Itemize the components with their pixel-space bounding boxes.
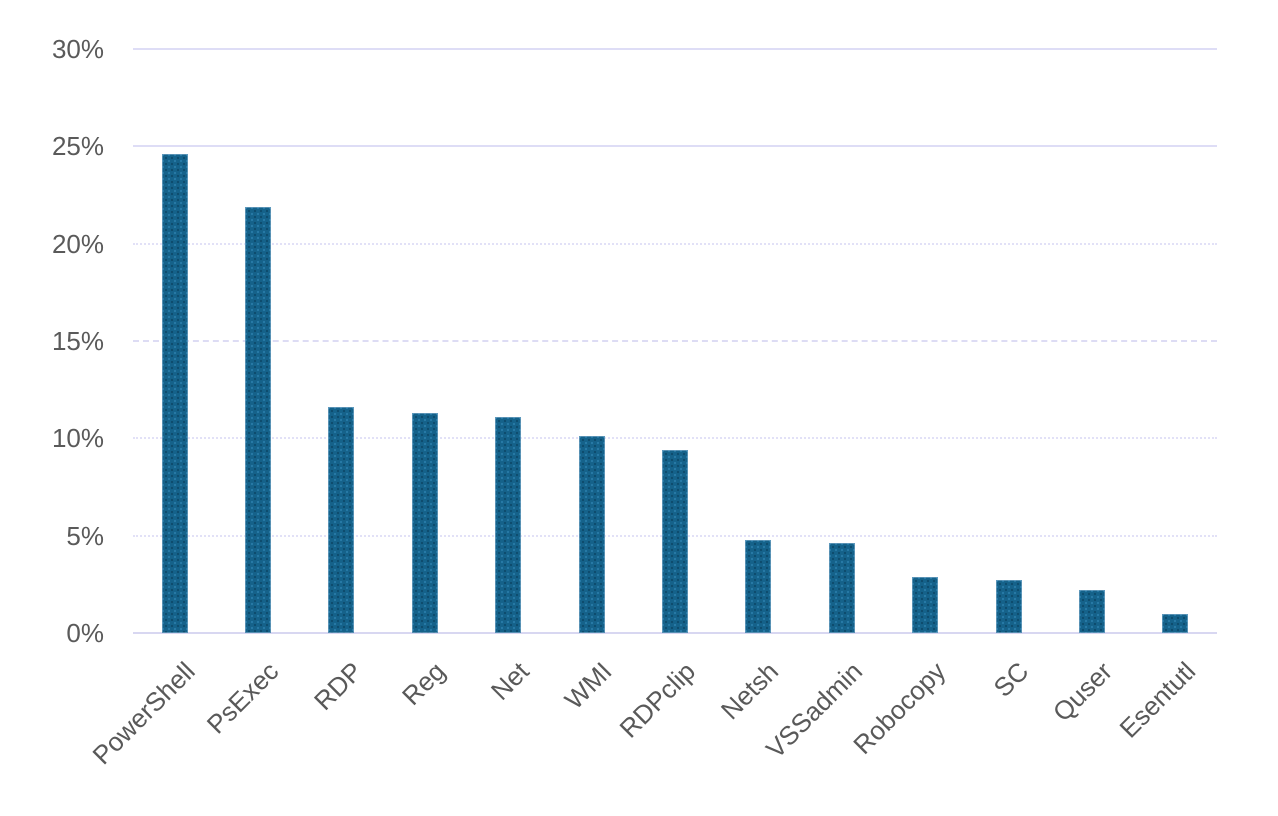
bar-reg — [411, 413, 438, 633]
bar-vssadmin — [828, 543, 855, 633]
bar-rdp — [328, 407, 355, 633]
gridline-20pct — [133, 242, 1217, 245]
gridline-10pct — [133, 437, 1217, 440]
y-axis-label-10pct: 10% — [51, 423, 104, 454]
bar-wmi — [578, 436, 605, 633]
y-axis-label-25pct: 25% — [51, 131, 104, 162]
bar-powershell — [161, 154, 188, 633]
bar-rdpclip — [662, 450, 688, 633]
x-axis-label-powershell: PowerShell — [86, 656, 201, 771]
y-axis-label-15pct: 15% — [51, 326, 104, 356]
bar-netsh — [745, 539, 772, 633]
x-axis-label-wmi: WMI — [558, 656, 618, 715]
gridline-15pct — [133, 340, 1217, 342]
gridline-25pct — [133, 145, 1217, 148]
y-axis-label-20pct: 20% — [51, 228, 104, 259]
x-axis-line — [133, 632, 1217, 634]
y-axis-label-0pct: 0% — [66, 618, 104, 648]
bar-esentutl — [1162, 613, 1189, 633]
bar-sc — [995, 580, 1022, 633]
gridline-30pct — [133, 48, 1217, 50]
x-axis-label-rdp: RDP — [307, 656, 368, 717]
x-axis-label-esentutl: Esentutl — [1113, 656, 1202, 744]
bar-psexec — [245, 206, 272, 633]
x-axis-label-rdpclip: RDPclip — [613, 656, 702, 744]
x-axis-label-psexec: PsExec — [200, 656, 285, 740]
bar-quser — [1078, 590, 1105, 633]
x-axis-label-netsh: Netsh — [715, 656, 785, 726]
x-axis-label-quser: Quser — [1046, 656, 1119, 728]
x-axis-label-reg: Reg — [396, 656, 452, 711]
y-axis-label-30pct: 30% — [51, 34, 104, 64]
x-axis-label-sc: SC — [988, 656, 1035, 703]
bar-robocopy — [912, 576, 939, 633]
bar-net — [495, 416, 522, 633]
y-axis-label-5pct: 5% — [66, 520, 104, 551]
x-axis-label-net: Net — [484, 656, 535, 706]
